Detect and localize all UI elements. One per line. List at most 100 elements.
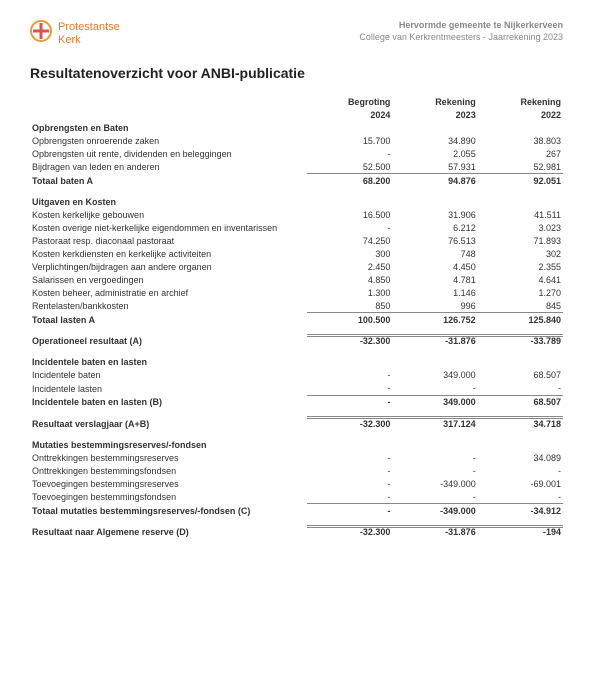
row-label: Incidentele baten en lasten (B): [30, 395, 307, 409]
section-heading: Incidentele baten en lasten: [30, 356, 563, 369]
row-value: 1.146: [392, 286, 477, 299]
table-row: Onttrekkingen bestemmingsfondsen---: [30, 464, 563, 477]
row-value: -: [307, 464, 392, 477]
table-row: Rentelasten/bankkosten850996845: [30, 299, 563, 313]
table-row: Kosten beheer, administratie en archief1…: [30, 286, 563, 299]
row-label: Kosten beheer, administratie en archief: [30, 286, 307, 299]
row-value: 71.893: [478, 234, 563, 247]
row-value: 41.511: [478, 208, 563, 221]
row-label: Resultaat naar Algemene reserve (D): [30, 525, 307, 539]
row-label: Onttrekkingen bestemmingsfondsen: [30, 464, 307, 477]
col1-head-a: Begroting: [307, 95, 392, 108]
row-value: 317.124: [392, 417, 477, 431]
row-label: Totaal mutaties bestemmingsreserves/-fon…: [30, 504, 307, 518]
table-row: Incidentele lasten---: [30, 382, 563, 396]
row-value: 94.876: [392, 174, 477, 188]
table-row: Operationeel resultaat (A)-32.300-31.876…: [30, 334, 563, 348]
table-row: [30, 326, 563, 334]
col2-head-a: Rekening: [392, 95, 477, 108]
row-value: 349.000: [392, 395, 477, 409]
table-row: Resultaat verslagjaar (A+B)-32.300317.12…: [30, 417, 563, 431]
col1-head-b: 2024: [307, 108, 392, 121]
row-value: -: [392, 382, 477, 396]
row-label: Pastoraat resp. diaconaal pastoraat: [30, 234, 307, 247]
row-value: 2.355: [478, 260, 563, 273]
row-label: Toevoegingen bestemmingsreserves: [30, 477, 307, 490]
row-value: 100.500: [307, 313, 392, 327]
row-label: Onttrekkingen bestemmingsreserves: [30, 451, 307, 464]
row-value: -: [307, 477, 392, 490]
row-value: -: [307, 395, 392, 409]
page: Protestantse Kerk Hervormde gemeente te …: [0, 0, 593, 559]
brand-line1: Protestantse: [58, 21, 120, 33]
table-row: Totaal lasten A100.500126.752125.840: [30, 313, 563, 327]
row-value: -: [392, 451, 477, 464]
row-value: 302: [478, 247, 563, 260]
table-row: Kosten kerkdiensten en kerkelijke activi…: [30, 247, 563, 260]
brand-text: Protestantse Kerk: [58, 21, 120, 45]
row-value: -: [307, 451, 392, 464]
row-label: Resultaat verslagjaar (A+B): [30, 417, 307, 431]
row-value: 4.641: [478, 273, 563, 286]
col2-head-b: 2023: [392, 108, 477, 121]
row-label: Salarissen en vergoedingen: [30, 273, 307, 286]
row-value: -: [392, 464, 477, 477]
row-value: 34.718: [478, 417, 563, 431]
row-label: Operationeel resultaat (A): [30, 334, 307, 348]
table-row: Salarissen en vergoedingen4.8504.7814.64…: [30, 273, 563, 286]
row-value: 2.450: [307, 260, 392, 273]
row-value: -32.300: [307, 417, 392, 431]
row-value: -194: [478, 525, 563, 539]
row-value: 996: [392, 299, 477, 313]
row-label: Opbrengsten uit rente, dividenden en bel…: [30, 147, 307, 160]
row-value: -32.300: [307, 525, 392, 539]
table-row: Incidentele baten en lasten (B)-349.0006…: [30, 395, 563, 409]
row-label: Kosten kerkelijke gebouwen: [30, 208, 307, 221]
row-label: Kosten kerkdiensten en kerkelijke activi…: [30, 247, 307, 260]
row-value: -: [307, 490, 392, 504]
row-value: -: [478, 490, 563, 504]
row-value: 38.803: [478, 134, 563, 147]
row-value: 300: [307, 247, 392, 260]
row-value: 748: [392, 247, 477, 260]
row-value: 68.507: [478, 395, 563, 409]
table-row: Incidentele baten en lasten: [30, 356, 563, 369]
financial-table: Begroting Rekening Rekening 2024 2023 20…: [30, 95, 563, 539]
row-value: 4.850: [307, 273, 392, 286]
row-label: Incidentele baten: [30, 369, 307, 382]
table-row: Kosten kerkelijke gebouwen16.50031.90641…: [30, 208, 563, 221]
page-title: Resultatenoverzicht voor ANBI-publicatie: [30, 65, 563, 81]
row-label: Totaal lasten A: [30, 313, 307, 327]
row-value: 267: [478, 147, 563, 160]
row-value: -: [307, 369, 392, 382]
row-value: 31.906: [392, 208, 477, 221]
row-value: 68.507: [478, 369, 563, 382]
row-value: 1.300: [307, 286, 392, 299]
table-row: Mutaties bestemmingsreserves/-fondsen: [30, 438, 563, 451]
table-row: Pastoraat resp. diaconaal pastoraat74.25…: [30, 234, 563, 247]
row-value: -33.789: [478, 334, 563, 348]
row-value: 4.781: [392, 273, 477, 286]
row-value: 2.055: [392, 147, 477, 160]
row-label: Bijdragen van leden en anderen: [30, 160, 307, 174]
row-value: -: [392, 490, 477, 504]
table-row: Totaal mutaties bestemmingsreserves/-fon…: [30, 504, 563, 518]
col-header-row2: 2024 2023 2022: [30, 108, 563, 121]
row-value: 349.000: [392, 369, 477, 382]
row-value: 16.500: [307, 208, 392, 221]
table-row: Toevoegingen bestemmingsfondsen---: [30, 490, 563, 504]
row-value: -: [307, 147, 392, 160]
row-value: 845: [478, 299, 563, 313]
table-row: Opbrengsten uit rente, dividenden en bel…: [30, 147, 563, 160]
row-value: -: [478, 464, 563, 477]
row-value: 68.200: [307, 174, 392, 188]
table-row: [30, 430, 563, 438]
row-value: 15.700: [307, 134, 392, 147]
brand-block: Protestantse Kerk: [30, 20, 120, 47]
row-value: 1.270: [478, 286, 563, 299]
table-row: Opbrengsten en Baten: [30, 121, 563, 134]
org-line2: College van Kerkrentmeesters - Jaarreken…: [359, 32, 563, 44]
row-label: Kosten overige niet-kerkelijke eigendomm…: [30, 221, 307, 234]
row-label: Toevoegingen bestemmingsfondsen: [30, 490, 307, 504]
row-label: Totaal baten A: [30, 174, 307, 188]
